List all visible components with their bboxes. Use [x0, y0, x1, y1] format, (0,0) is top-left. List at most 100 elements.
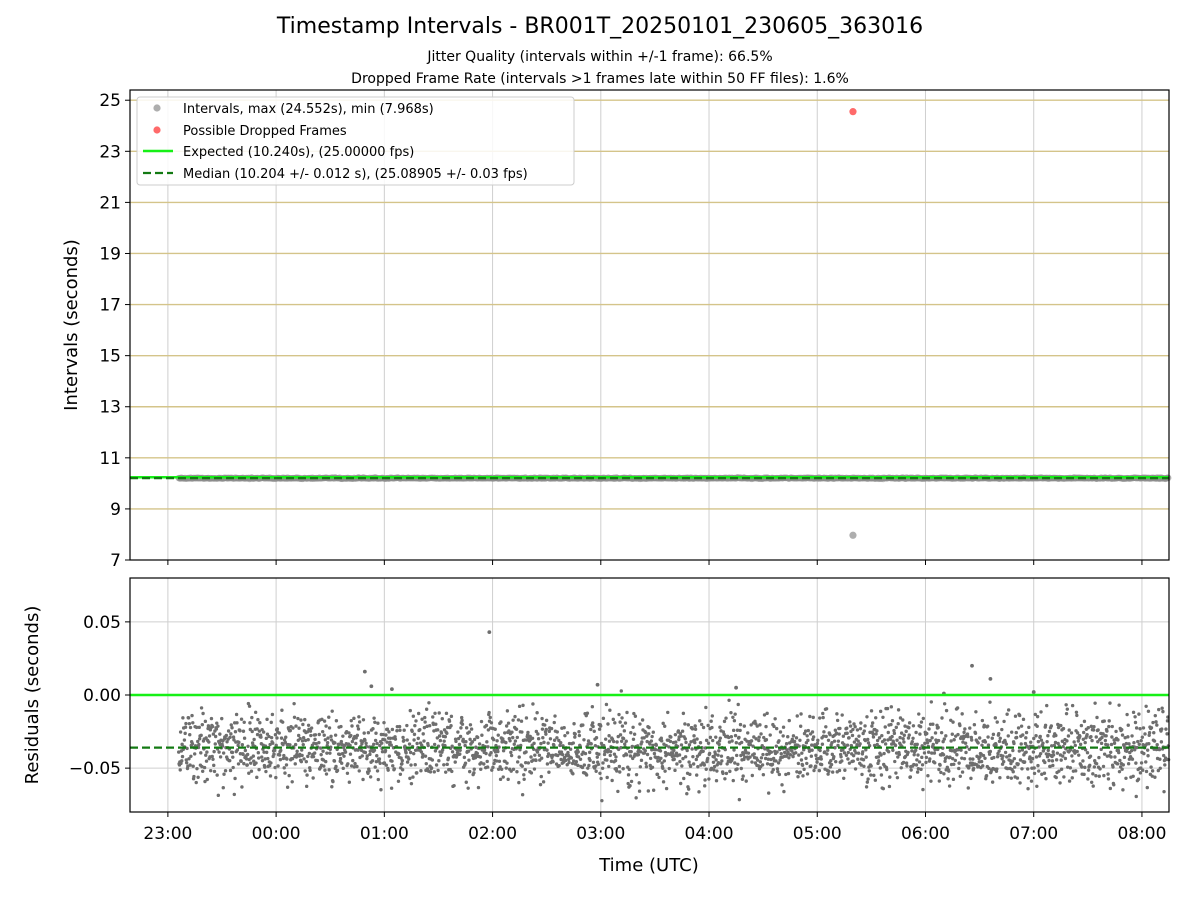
residual-point: [373, 738, 378, 743]
residual-point: [957, 761, 961, 765]
residual-point: [248, 721, 252, 725]
residual-point: [955, 753, 959, 757]
residual-point: [718, 725, 722, 729]
residual-point: [582, 763, 587, 767]
residual-point: [200, 769, 205, 774]
residual-point: [591, 760, 596, 764]
residual-point: [849, 743, 854, 748]
residual-point: [513, 739, 518, 743]
residual-outlier-point: [362, 669, 367, 674]
residual-point: [929, 700, 934, 704]
residual-point: [552, 743, 556, 747]
residual-point: [1108, 701, 1112, 705]
residual-point: [1120, 733, 1125, 737]
residual-point: [1157, 747, 1162, 752]
residual-point: [333, 741, 337, 745]
residual-point: [1136, 777, 1141, 781]
residual-point: [806, 738, 810, 743]
residual-point: [1155, 723, 1159, 727]
residual-point: [1127, 742, 1131, 746]
residual-point: [385, 727, 390, 731]
residual-point: [707, 751, 712, 756]
residual-point: [452, 783, 456, 788]
residual-point: [1137, 712, 1141, 716]
residual-point: [1075, 731, 1080, 735]
residual-point: [497, 745, 501, 749]
residual-point: [1065, 765, 1070, 769]
residual-point: [907, 721, 912, 725]
residual-point: [808, 714, 812, 719]
residual-point: [333, 733, 338, 737]
top-ytick-label: 13: [99, 398, 121, 418]
residual-point: [773, 717, 777, 721]
residual-point: [353, 761, 357, 766]
residual-point: [595, 755, 599, 759]
residual-point: [520, 793, 525, 797]
residual-point: [256, 756, 261, 760]
residual-point: [739, 753, 743, 758]
residual-point: [805, 734, 809, 738]
residual-point: [1039, 710, 1043, 714]
residual-point: [1164, 727, 1168, 731]
residual-point: [774, 726, 779, 731]
residual-point: [906, 736, 911, 740]
residual-point: [347, 780, 352, 784]
residual-point: [678, 759, 682, 764]
residual-point: [759, 732, 763, 736]
residual-point: [365, 756, 369, 761]
residual-point: [845, 726, 849, 730]
residual-point: [188, 725, 193, 730]
residual-point: [799, 758, 804, 762]
residual-point: [857, 734, 861, 738]
residual-point: [257, 767, 261, 772]
residual-point: [1109, 755, 1113, 759]
residual-point: [1051, 753, 1056, 757]
residual-point: [601, 716, 606, 721]
residual-point: [755, 724, 759, 728]
residual-point: [631, 725, 635, 729]
residual-point: [511, 767, 516, 771]
residual-point: [1006, 708, 1011, 712]
residual-point: [218, 755, 223, 759]
residual-point: [733, 761, 737, 765]
residual-point: [551, 753, 555, 758]
residual-point: [876, 755, 881, 759]
residual-point: [544, 718, 549, 723]
residual-point: [1149, 765, 1153, 769]
residual-point: [261, 730, 266, 734]
residual-point: [544, 727, 548, 732]
residual-point: [301, 742, 305, 747]
legend-label: Median (10.204 +/- 0.012 s), (25.08905 +…: [183, 167, 528, 182]
residual-point: [1051, 763, 1055, 768]
residual-point: [866, 741, 871, 745]
residual-point: [851, 727, 855, 732]
residual-point: [1064, 711, 1069, 716]
residual-point: [1152, 731, 1156, 735]
top-ytick-label: 23: [99, 142, 121, 162]
residual-point: [629, 779, 634, 784]
residual-point: [194, 780, 198, 785]
residual-point: [676, 729, 681, 733]
residual-point: [744, 779, 748, 783]
residual-point: [739, 766, 743, 771]
residual-point: [742, 724, 747, 728]
residual-point: [388, 740, 392, 744]
residual-point: [533, 753, 537, 757]
residual-point: [348, 743, 352, 748]
residual-point: [325, 751, 329, 755]
residual-point: [629, 731, 633, 735]
residual-point: [1120, 767, 1124, 771]
residual-point: [274, 775, 278, 780]
residual-point: [782, 789, 786, 794]
residual-point: [1081, 759, 1085, 763]
residual-point: [886, 738, 890, 742]
residual-point: [930, 736, 934, 740]
residual-point: [728, 769, 732, 774]
residual-point: [508, 739, 512, 743]
residual-point: [183, 731, 187, 736]
residual-point: [254, 761, 258, 765]
residual-point: [911, 724, 916, 728]
residual-point: [630, 744, 635, 749]
residual-point: [1165, 719, 1170, 723]
residual-point: [956, 748, 961, 752]
